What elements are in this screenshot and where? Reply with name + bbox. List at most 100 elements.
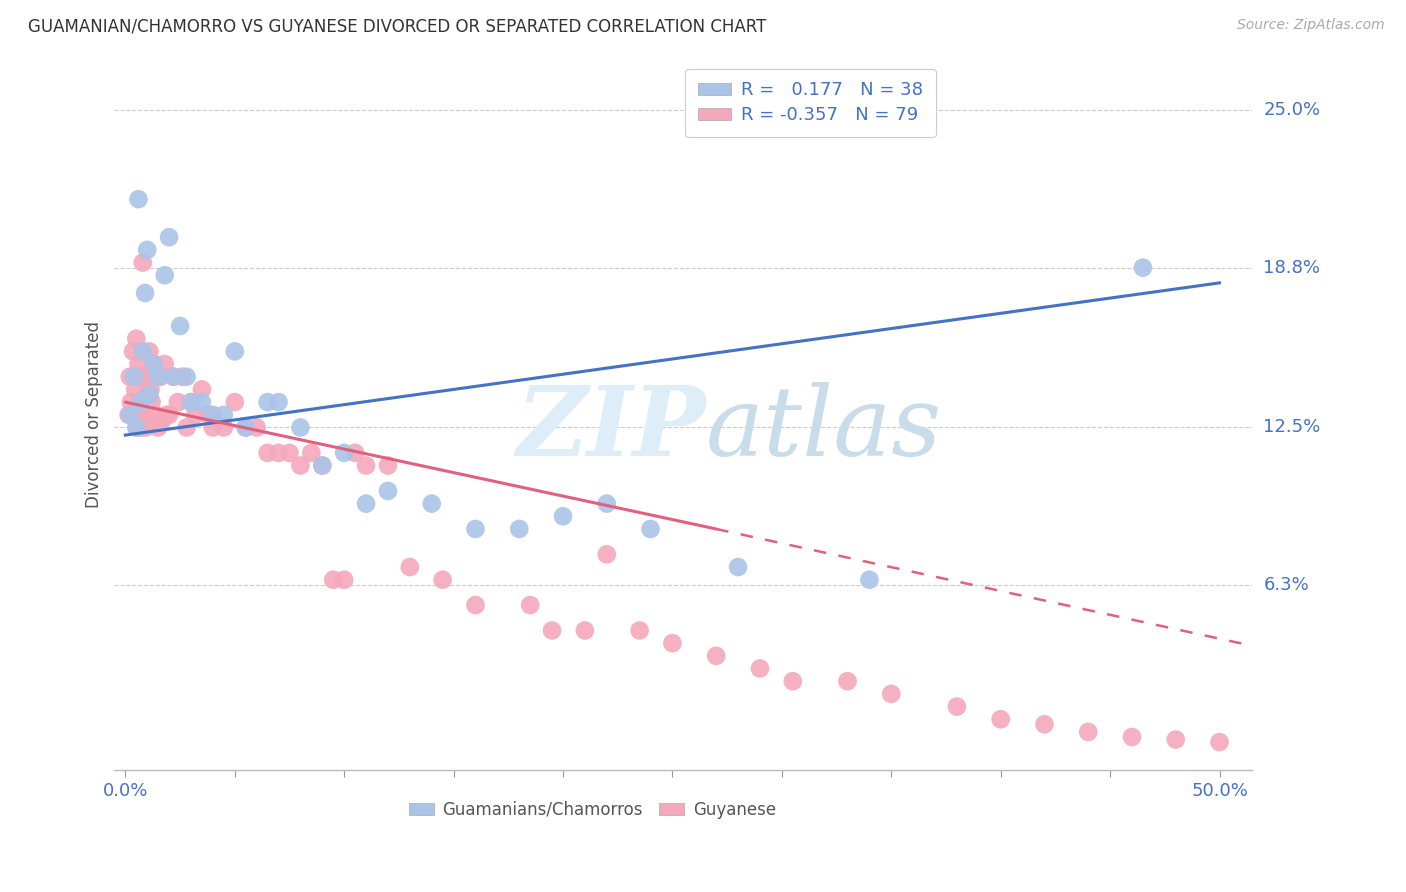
Point xyxy=(184,408,207,422)
Point xyxy=(290,420,312,434)
Point xyxy=(121,408,143,422)
Point xyxy=(299,446,322,460)
Point xyxy=(212,420,235,434)
Point xyxy=(148,420,170,434)
Point xyxy=(704,648,727,663)
Point xyxy=(224,395,246,409)
Point xyxy=(628,624,651,638)
Point xyxy=(880,687,903,701)
Point xyxy=(118,408,141,422)
Point xyxy=(152,413,174,427)
Point xyxy=(125,420,148,434)
Point xyxy=(946,699,969,714)
Point xyxy=(120,395,142,409)
Point xyxy=(858,573,880,587)
Point xyxy=(596,547,619,561)
Point xyxy=(138,344,160,359)
Point xyxy=(136,413,159,427)
Point xyxy=(131,369,153,384)
Point xyxy=(134,285,156,300)
Point xyxy=(118,369,141,384)
Point xyxy=(311,458,333,473)
Point xyxy=(153,268,176,283)
Point xyxy=(1317,738,1340,752)
Text: atlas: atlas xyxy=(706,382,942,476)
Point xyxy=(149,369,172,384)
Point xyxy=(156,408,179,422)
Point xyxy=(377,483,399,498)
Point xyxy=(145,408,167,422)
Point xyxy=(122,344,145,359)
Point xyxy=(398,560,420,574)
Point xyxy=(212,408,235,422)
Point xyxy=(176,369,198,384)
Point xyxy=(162,369,184,384)
Point xyxy=(354,458,377,473)
Point xyxy=(333,446,356,460)
Point xyxy=(1033,717,1056,731)
Point xyxy=(235,420,257,434)
Point xyxy=(167,395,190,409)
Point xyxy=(142,357,165,371)
Point xyxy=(153,357,176,371)
Text: 18.8%: 18.8% xyxy=(1264,259,1320,277)
Point xyxy=(117,408,139,422)
Point xyxy=(128,395,150,409)
Point xyxy=(377,458,399,473)
Point xyxy=(837,674,859,689)
Text: 6.3%: 6.3% xyxy=(1264,576,1309,594)
Point xyxy=(1164,732,1187,747)
Point xyxy=(640,522,662,536)
Point xyxy=(1077,725,1099,739)
Point xyxy=(333,573,356,587)
Point xyxy=(596,497,619,511)
Point xyxy=(1132,260,1154,275)
Point xyxy=(127,420,149,434)
Point xyxy=(749,661,772,675)
Legend: Guamanians/Chamorros, Guyanese: Guamanians/Chamorros, Guyanese xyxy=(402,794,783,826)
Point xyxy=(132,255,155,269)
Point xyxy=(129,395,152,409)
Point xyxy=(1296,737,1319,751)
Point xyxy=(176,420,198,434)
Point xyxy=(169,318,191,333)
Point xyxy=(541,624,564,638)
Point xyxy=(135,420,157,434)
Point xyxy=(290,458,312,473)
Point xyxy=(201,408,224,422)
Point xyxy=(124,383,146,397)
Point xyxy=(136,243,159,257)
Point xyxy=(191,383,214,397)
Text: GUAMANIAN/CHAMORRO VS GUYANESE DIVORCED OR SEPARATED CORRELATION CHART: GUAMANIAN/CHAMORRO VS GUYANESE DIVORCED … xyxy=(28,18,766,36)
Point xyxy=(201,420,224,434)
Point xyxy=(138,387,160,401)
Point xyxy=(136,387,159,401)
Point xyxy=(322,573,344,587)
Point xyxy=(139,383,162,397)
Point xyxy=(157,408,180,422)
Point xyxy=(420,497,443,511)
Point xyxy=(224,344,246,359)
Point xyxy=(191,395,214,409)
Point xyxy=(727,560,749,574)
Point xyxy=(197,408,219,422)
Point xyxy=(551,509,574,524)
Point xyxy=(127,192,149,206)
Point xyxy=(782,674,804,689)
Point xyxy=(354,497,377,511)
Point xyxy=(1251,736,1274,750)
Text: Source: ZipAtlas.com: Source: ZipAtlas.com xyxy=(1237,18,1385,32)
Point xyxy=(1208,735,1230,749)
Point xyxy=(990,712,1012,726)
Point xyxy=(122,369,145,384)
Text: 12.5%: 12.5% xyxy=(1264,418,1320,436)
Text: 25.0%: 25.0% xyxy=(1264,102,1320,120)
Point xyxy=(172,369,194,384)
Point xyxy=(464,598,486,612)
Point xyxy=(129,420,152,434)
Point xyxy=(132,344,155,359)
Point xyxy=(1121,730,1143,744)
Point xyxy=(127,357,149,371)
Point xyxy=(141,395,163,409)
Point xyxy=(464,522,486,536)
